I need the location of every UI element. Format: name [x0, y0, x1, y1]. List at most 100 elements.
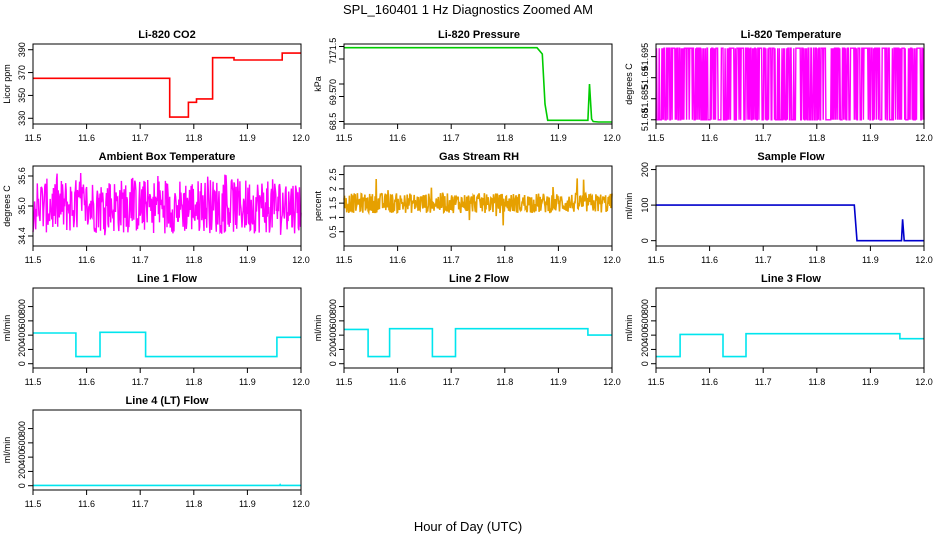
y-tick-label: 0	[17, 361, 27, 366]
x-tick-label: 11.9	[862, 133, 879, 143]
figure-title: SPL_160401 1 Hz Diagnostics Zoomed AM	[343, 2, 593, 17]
panel-ambient: Ambient Box Temperature degrees C 11.5 11…	[2, 151, 310, 265]
x-tick-label: 11.8	[808, 133, 825, 143]
panel-rh: Gas Stream RH percent 11.5 11.6 11.7 11.8 11…	[313, 151, 621, 265]
plot-frame	[655, 287, 925, 369]
panel-title: Line 2 Flow	[449, 273, 509, 285]
series-line	[343, 178, 613, 226]
y-axis-label: ml/min	[2, 437, 12, 464]
series-line	[33, 483, 301, 487]
x-tick-label: 11.9	[239, 377, 256, 387]
y-axis-label: kPa	[313, 76, 323, 92]
series-line	[33, 331, 301, 358]
x-tick-label: 11.7	[132, 377, 149, 387]
plot-frame	[655, 43, 925, 125]
y-tick-label: 800	[17, 299, 27, 314]
x-tick-label: 11.5	[25, 499, 42, 509]
y-tick-label: 0	[17, 483, 27, 488]
panel-line3-flow: Line 3 Flow ml/min 11.5 11.6 11.7 11.8 11.9 1…	[624, 273, 933, 387]
x-tick-label: 11.8	[185, 255, 202, 265]
y-tick-label: 1	[328, 215, 338, 220]
x-tick-label: 11.7	[443, 377, 460, 387]
y-tick-label: 35.6	[17, 167, 27, 185]
y-tick-label: 200	[640, 162, 650, 177]
x-tick-label: 11.7	[755, 377, 772, 387]
x-tick-label: 11.6	[701, 133, 718, 143]
panel-title: Line 4 (LT) Flow	[126, 395, 209, 407]
panel-title: Gas Stream RH	[439, 151, 519, 163]
figure-xlabel: Hour of Day (UTC)	[414, 519, 522, 534]
x-tick-label: 11.6	[389, 133, 406, 143]
y-tick-label: 0.5	[328, 225, 338, 238]
panel-line2-flow: Line 2 Flow ml/min 11.5 11.6 11.7 11.8 11.9 1…	[313, 273, 621, 387]
x-tick-label: 11.8	[185, 499, 202, 509]
x-tick-label: 12.0	[915, 255, 933, 265]
y-tick-label: 600	[17, 435, 27, 450]
x-tick-label: 11.6	[78, 133, 95, 143]
x-tick-label: 11.9	[550, 377, 567, 387]
x-tick-label: 12.0	[603, 133, 621, 143]
x-tick-label: 11.5	[648, 255, 665, 265]
x-tick-label: 11.9	[550, 255, 567, 265]
x-tick-label: 11.8	[496, 133, 513, 143]
y-axis-label: degrees C	[2, 185, 12, 227]
y-tick-label: 71.5	[328, 38, 338, 56]
x-tick-label: 12.0	[915, 377, 933, 387]
x-tick-label: 11.7	[755, 133, 772, 143]
y-tick-label: 400	[17, 328, 27, 343]
x-tick-label: 12.0	[603, 255, 621, 265]
x-tick-label: 11.5	[25, 377, 42, 387]
plot-frame	[655, 165, 925, 247]
y-tick-label: 100	[640, 198, 650, 213]
x-tick-label: 11.5	[336, 255, 353, 265]
panel-title: Sample Flow	[757, 151, 825, 163]
x-tick-label: 11.5	[25, 255, 42, 265]
y-tick-label: 600	[328, 313, 338, 328]
x-tick-label: 12.0	[292, 377, 310, 387]
y-tick-label: 200	[17, 342, 27, 357]
y-tick-label: 71	[328, 54, 338, 64]
y-tick-label: 400	[640, 328, 650, 343]
panel-line4-flow: Line 4 (LT) Flow ml/min 11.5 11.6 11.7 11.8…	[2, 395, 310, 509]
x-tick-label: 11.5	[336, 133, 353, 143]
x-tick-label: 11.5	[648, 377, 665, 387]
panel-title: Line 3 Flow	[761, 273, 821, 285]
y-tick-label: 600	[17, 313, 27, 328]
x-tick-label: 11.9	[862, 255, 879, 265]
x-tick-label: 11.7	[132, 133, 149, 143]
plot-frame	[32, 43, 302, 125]
x-tick-label: 11.8	[496, 255, 513, 265]
y-axis-label: ml/min	[2, 315, 12, 342]
y-tick-label: 2	[328, 186, 338, 191]
y-tick-label: 51.685	[640, 85, 650, 113]
y-tick-label: 330	[17, 111, 27, 126]
x-tick-label: 11.6	[78, 499, 95, 509]
y-tick-label: 400	[328, 328, 338, 343]
x-tick-label: 11.8	[185, 133, 202, 143]
y-tick-label: 350	[17, 88, 27, 103]
panel-co2: Li-820 CO2 Licor ppm 11.5 11.6 11.7 11.8 11.…	[2, 29, 310, 143]
series-line	[656, 332, 924, 358]
y-tick-label: 200	[640, 342, 650, 357]
series-line	[344, 46, 612, 123]
y-tick-label: 800	[17, 421, 27, 436]
series-line	[655, 47, 925, 121]
x-tick-label: 11.7	[755, 255, 772, 265]
x-tick-label: 11.7	[443, 255, 460, 265]
y-tick-label: 390	[17, 42, 27, 57]
y-tick-label: 2.5	[328, 168, 338, 181]
x-tick-label: 12.0	[292, 499, 310, 509]
y-tick-label: 51.69	[640, 66, 650, 89]
y-tick-label: 200	[17, 464, 27, 479]
x-tick-label: 11.7	[443, 133, 460, 143]
y-tick-label: 69.5	[328, 88, 338, 106]
x-tick-label: 11.9	[239, 133, 256, 143]
x-tick-label: 11.6	[701, 255, 718, 265]
y-axis-label: percent	[313, 190, 323, 221]
x-tick-label: 12.0	[915, 133, 933, 143]
x-tick-label: 11.8	[185, 377, 202, 387]
y-tick-label: 68.5	[328, 113, 338, 131]
y-tick-label: 800	[640, 299, 650, 314]
x-tick-label: 11.9	[550, 133, 567, 143]
y-tick-label: 370	[17, 65, 27, 80]
